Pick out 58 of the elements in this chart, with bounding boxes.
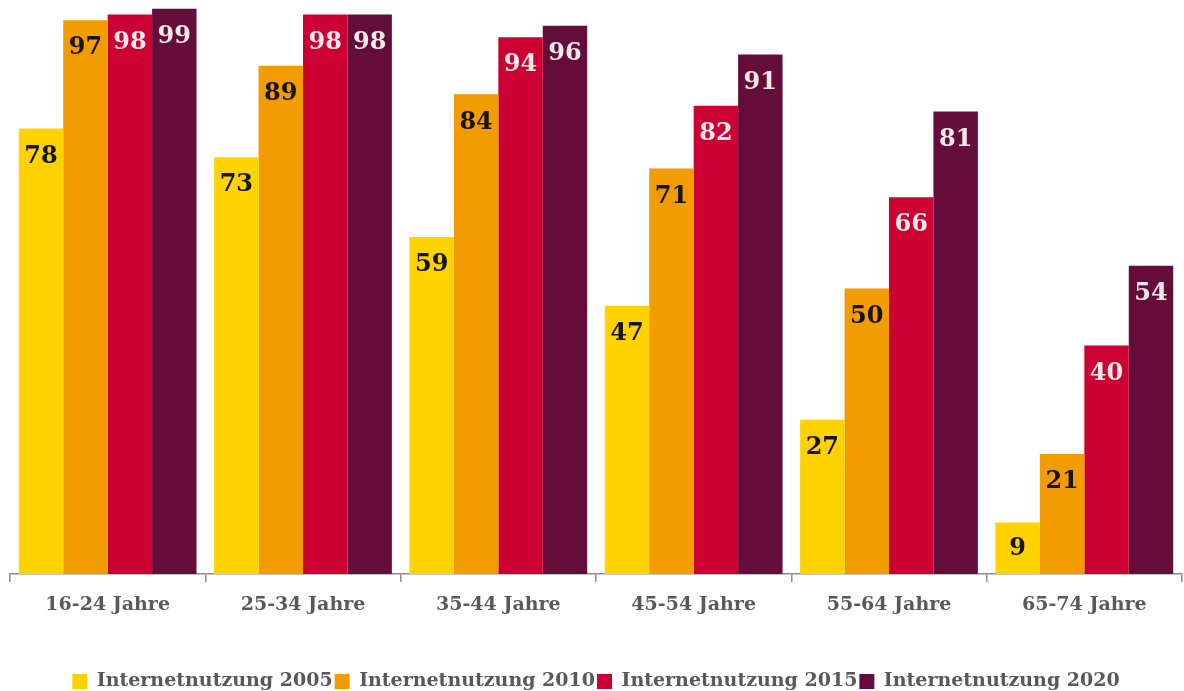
bar [18,128,64,574]
data-label: 54 [1134,276,1168,306]
bar [63,20,108,574]
legend-label: Internetnutzung 2005 [96,668,333,691]
data-label: 99 [157,19,192,49]
bar [409,237,454,574]
x-tick-label: 65-74 Jahre [1022,592,1147,615]
bar [738,54,783,574]
data-label: 98 [352,25,387,55]
bar [604,305,650,574]
bar [1039,454,1085,574]
bar [542,25,588,574]
bar [214,157,259,574]
data-label: 9 [1009,531,1027,561]
data-label: 89 [264,77,298,107]
data-label: 59 [414,248,449,278]
bar [152,8,197,574]
bar [1084,345,1129,574]
x-tick-label: 45-54 Jahre [631,592,756,615]
bar [933,111,978,574]
data-label: 73 [219,168,254,198]
data-label: 71 [654,179,689,209]
data-label: 98 [308,25,342,55]
data-label: 40 [1089,356,1124,386]
bar [995,522,1040,574]
x-tick-label: 16-24 Jahre [45,592,170,615]
legend-label: Internetnutzung 2015 [621,668,858,691]
x-tick-label: 25-34 Jahre [240,592,366,615]
data-label: 50 [850,299,884,329]
bar [498,37,543,574]
bar [1128,265,1174,574]
data-label: 47 [610,316,644,346]
bar [303,14,348,574]
bar [258,65,303,574]
data-label: 84 [459,105,493,135]
x-tick-label: 55-64 Jahre [826,592,952,615]
bar [347,14,392,574]
data-label: 82 [699,117,733,147]
data-label: 91 [743,65,778,95]
data-label: 94 [503,48,538,78]
bar [453,94,499,574]
legend-label: Internetnutzung 2020 [883,668,1120,691]
bar [800,419,845,574]
bar [107,14,153,574]
data-label: 66 [894,208,928,238]
data-label: 97 [68,31,103,61]
data-label: 21 [1045,465,1079,495]
legend-label: Internetnutzung 2010 [359,668,595,691]
data-label: 98 [113,25,147,55]
bar [844,288,889,574]
data-label: 78 [24,139,58,169]
x-tick-label: 35-44 Jahre [436,592,561,615]
data-label: 27 [805,431,840,461]
bar [693,105,739,574]
data-label: 81 [938,122,973,152]
bar [889,197,934,574]
bar [649,168,694,574]
data-label: 96 [548,37,582,67]
